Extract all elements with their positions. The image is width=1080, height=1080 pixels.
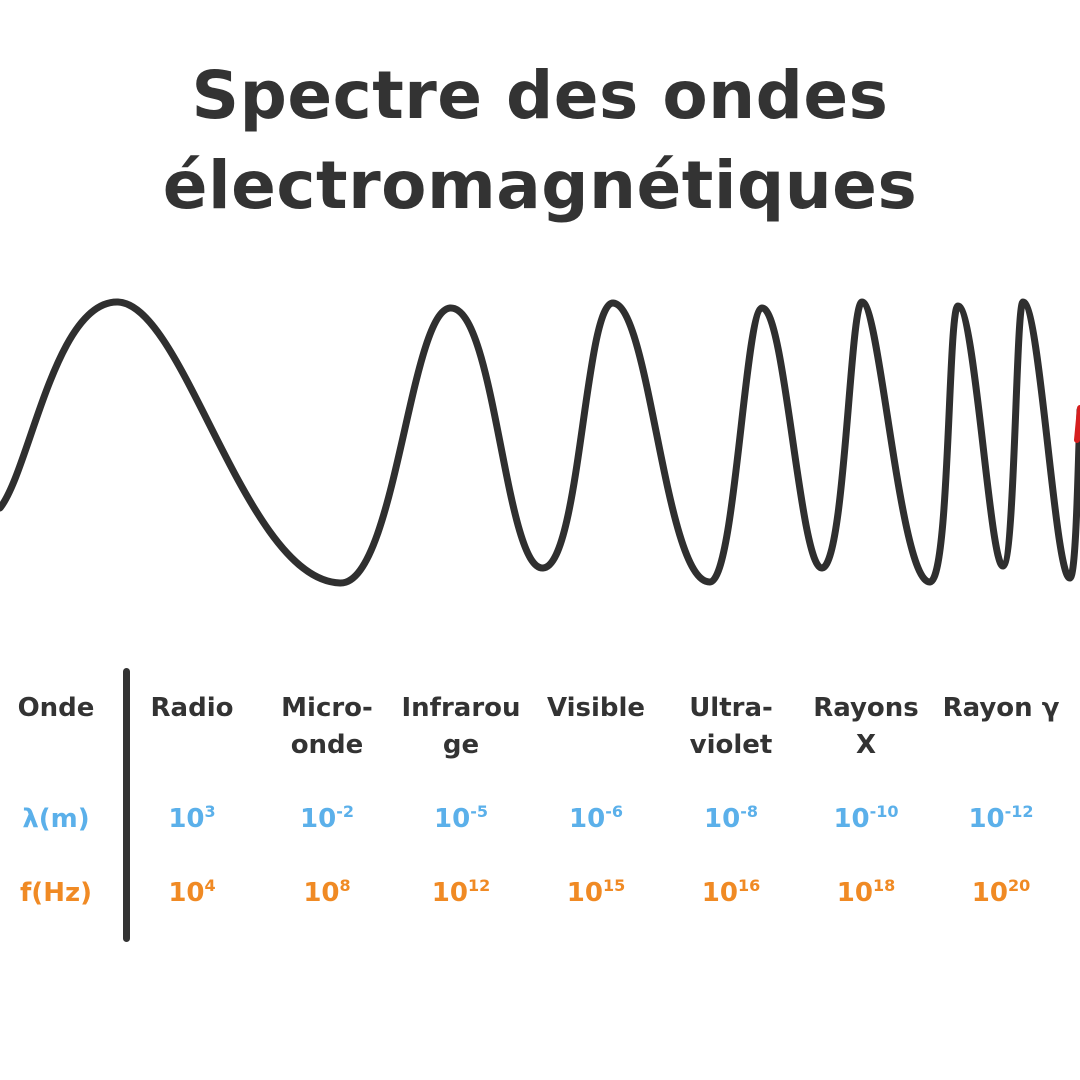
wave-curve (0, 298, 1080, 587)
frequency-value-exponent: 4 (204, 876, 216, 895)
frequency-value-exponent: 12 (467, 876, 491, 895)
wavelength-value-exponent: 3 (204, 802, 216, 821)
wave-type-name: Ultra-violet (665, 690, 797, 764)
wavelength-value-base: 10 (168, 804, 205, 834)
wave-type-name: Rayons X (800, 690, 932, 764)
wavelength-value-base: 10 (434, 804, 471, 834)
wave-type-name: Rayon γ (935, 690, 1067, 727)
wave-type-name-line: X (855, 730, 877, 760)
wavelength-value-base: 10 (833, 804, 870, 834)
wavelength-value: 10-10 (800, 801, 932, 837)
wavelength-value: 10-5 (395, 801, 527, 837)
frequency-value-base: 10 (303, 878, 340, 908)
frequency-value-exponent: 15 (602, 876, 626, 895)
frequency-value-base: 10 (168, 878, 205, 908)
row-label-wave: Onde (17, 693, 95, 723)
frequency-value-exponent: 8 (339, 876, 351, 895)
wavelength-value-exponent: -10 (869, 802, 899, 821)
wave-type-name: Radio (126, 690, 258, 727)
wavelength-value: 10-8 (665, 801, 797, 837)
wavelength-value-base: 10 (569, 804, 606, 834)
wavelength-value-exponent: -12 (1004, 802, 1034, 821)
frequency-value: 1020 (935, 875, 1067, 911)
frequency-value-exponent: 16 (737, 876, 761, 895)
wave-type-name: Infrarou ge (395, 690, 527, 764)
frequency-value-exponent: 20 (1007, 876, 1031, 895)
wavelength-value-exponent: -8 (740, 802, 758, 821)
frequency-value-base: 10 (701, 878, 738, 908)
frequency-value-exponent: 18 (872, 876, 896, 895)
wavelength-value: 10-2 (261, 801, 393, 837)
frequency-value: 1015 (530, 875, 662, 911)
row-label-frequency: f(Hz) (20, 878, 92, 908)
wave-type-name-line: Ultra- (689, 693, 773, 723)
wavelength-value-exponent: -5 (470, 802, 488, 821)
wave-type-name: Micro-onde (261, 690, 393, 764)
wave-type-name-line: violet (689, 730, 773, 760)
wave-type-name-line: Rayon γ (942, 693, 1060, 723)
table-divider (123, 668, 130, 942)
row-label-lambda: λ(m) (22, 804, 90, 834)
wave-type-name-line: Micro- (281, 693, 373, 723)
frequency-value-base: 10 (566, 878, 603, 908)
wavelength-value-base: 10 (704, 804, 741, 834)
frequency-value-base: 10 (836, 878, 873, 908)
wavelength-value-exponent: -6 (605, 802, 623, 821)
page-title-line-1: Spectre des ondes (191, 57, 889, 134)
frequency-value: 1012 (395, 875, 527, 911)
wave-type-name-line: Infrarou (401, 693, 521, 723)
frequency-value: 108 (261, 875, 393, 911)
wavelength-value-exponent: -2 (336, 802, 354, 821)
wave-type-name-line: Radio (150, 693, 234, 723)
wavelength-value-base: 10 (300, 804, 337, 834)
frequency-value-base: 10 (431, 878, 468, 908)
wave-type-name-line: ge (442, 730, 480, 760)
frequency-value: 104 (126, 875, 258, 911)
wavelength-value: 10-6 (530, 801, 662, 837)
frequency-value: 1018 (800, 875, 932, 911)
wavelength-value: 10-12 (935, 801, 1067, 837)
page-title-line-2: électromagnétiques (162, 147, 918, 224)
wave-type-name-line: onde (290, 730, 364, 760)
electromagnetic-wave-illustration (0, 298, 1080, 587)
frequency-value: 1016 (665, 875, 797, 911)
wave-type-name: Visible (530, 690, 662, 727)
wave-type-name-line: Visible (546, 693, 646, 723)
wavelength-value: 103 (126, 801, 258, 837)
frequency-value-base: 10 (971, 878, 1008, 908)
wavelength-value-base: 10 (968, 804, 1005, 834)
wave-type-name-line: Rayons (813, 693, 919, 723)
